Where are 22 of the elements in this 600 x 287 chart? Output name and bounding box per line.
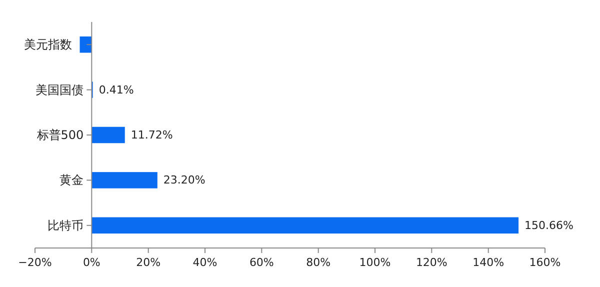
x-tick-label: 60%	[249, 256, 274, 269]
bar	[92, 172, 158, 188]
x-tick-label: 80%	[306, 256, 331, 269]
x-tick-label: 100%	[359, 256, 391, 269]
x-tick-label: 120%	[416, 256, 448, 269]
x-tick-label: −20%	[18, 256, 52, 269]
y-tick-label: 标普500	[36, 128, 84, 142]
y-tick-label: 美元指数	[24, 38, 72, 52]
y-tick-label: 黄金	[60, 173, 84, 188]
x-tick-label: 40%	[192, 256, 218, 269]
y-tick-label: 美国国债	[36, 82, 84, 97]
x-tick-label: 20%	[136, 256, 161, 269]
bar	[92, 217, 519, 234]
y-tick-label: 比特币	[48, 218, 84, 232]
x-tick-label: 0%	[82, 256, 100, 269]
bar	[92, 126, 125, 144]
data-label: 0.41%	[98, 83, 134, 96]
data-label: 23.20%	[163, 174, 206, 187]
x-tick-label: 140%	[472, 256, 504, 269]
data-label: 11.72%	[130, 128, 173, 142]
x-tick-label: 160%	[529, 256, 561, 269]
data-label: 150.66%	[524, 218, 574, 232]
